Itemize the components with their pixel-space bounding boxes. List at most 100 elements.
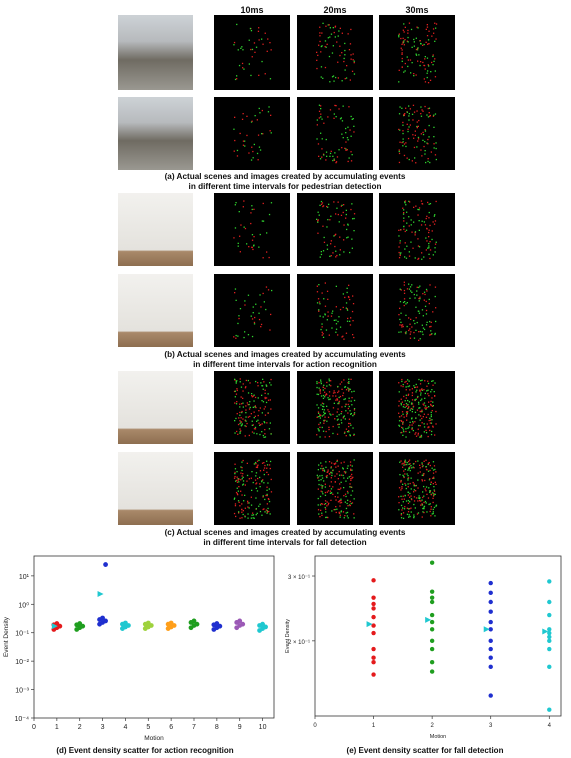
event-image-fall-2-30ms [379,452,455,525]
data-point [547,627,552,632]
data-point [100,615,105,621]
data-point [547,630,552,636]
caption-c-line1: (c) Actual scenes and images created by … [164,528,406,537]
data-point [371,672,376,677]
data-point [371,614,376,620]
scatter-chart-fall-detection: 0 1 2 3 4 3 × 10⁻¹ 2 × 10⁻¹ Motion Event Density [285,555,562,740]
data-point [145,620,151,626]
x-tick-label: 0 [313,723,317,729]
y-axis-label: Event Density [3,616,10,657]
data-point [371,630,376,636]
data-point [429,612,435,618]
y-tick-label: 10⁻⁴ [15,716,30,723]
caption-a-line1: (a) Actual scenes and images created by … [164,172,406,181]
x-axis-label: Motion [430,734,447,740]
data-point [429,638,435,644]
data-point [488,664,493,670]
data-point [371,646,376,652]
data-point [371,655,376,660]
data-point [547,638,552,644]
mean-marker [97,591,104,598]
x-tick-label: 9 [238,724,242,731]
caption-c: (c) Actual scenes and images created by … [100,528,470,548]
data-point [488,655,493,660]
data-point [488,638,493,644]
x-tick-label: 1 [55,724,59,731]
data-point [429,599,435,605]
y-tick-label: 10⁻¹ [15,631,29,638]
data-point [371,659,376,665]
event-image-pedestrian-2-10ms [214,97,290,170]
data-point [488,590,493,596]
x-tick-label: 6 [169,724,173,731]
column-header-30ms: 30ms [405,5,429,15]
y-tick-label: 3 × 10⁻¹ [288,575,310,581]
data-point [488,646,493,652]
x-tick-label: 1 [372,723,376,729]
x-axis-label: Motion [144,735,164,742]
x-tick-label: 5 [146,724,150,731]
data-point [237,618,243,624]
column-header-20ms: 20ms [323,5,347,15]
x-tick-label: 0 [32,724,36,731]
caption-c-line2: in different time intervals for fall det… [203,538,367,547]
event-image-fall-2-20ms [297,452,373,525]
data-point [214,621,220,626]
data-point [488,693,493,698]
caption-b-line1: (b) Actual scenes and images created by … [164,350,406,359]
data-point [260,621,265,627]
data-point [429,589,435,594]
y-tick-label: 10¹ [19,574,30,581]
event-image-action-2-30ms [379,274,455,347]
event-image-action-2-10ms [214,274,290,347]
caption-d: (d) Event density scatter for action rec… [56,746,234,755]
x-tick-label: 3 [101,724,105,731]
y-tick-label: 10⁰ [18,601,29,609]
data-point [547,664,552,670]
data-point [103,562,108,567]
data-point [371,606,376,611]
caption-b: (b) Actual scenes and images created by … [100,350,470,370]
event-image-pedestrian-1-30ms [379,15,455,90]
x-tick-label: 10 [259,724,267,731]
caption-a-line2: in different time intervals for pedestri… [188,182,382,191]
scene-photo-action-2 [118,274,193,347]
data-point [547,707,552,712]
data-point [429,646,435,652]
event-image-pedestrian-1-20ms [297,15,373,90]
data-point [547,579,552,584]
x-tick-label: 7 [192,724,196,731]
event-image-action-1-30ms [379,193,455,266]
x-tick-label: 2 [78,724,82,731]
y-tick-label: 10⁻² [15,659,29,666]
data-point [103,618,108,624]
y-tick-label: 10⁻³ [15,688,29,695]
mean-marker [483,626,490,633]
event-image-pedestrian-2-30ms [379,97,455,170]
data-point [488,580,493,586]
data-point [194,621,200,627]
event-image-fall-2-10ms [214,452,290,525]
data-point [54,621,60,626]
caption-a: (a) Actual scenes and images created by … [100,172,470,192]
data-point [488,599,493,605]
scene-photo-action-1 [118,193,193,266]
data-point [429,669,435,674]
event-image-pedestrian-1-10ms [214,15,290,90]
data-point [429,595,435,600]
data-point [547,612,552,618]
x-tick-label: 3 [489,723,493,729]
data-point [77,621,83,626]
x-tick-label: 4 [123,724,127,731]
data-point [429,659,435,665]
data-point [429,560,435,565]
mean-marker [425,616,432,623]
y-axis-label: Event Density [285,619,291,653]
mean-marker [366,621,373,628]
data-point [429,619,435,625]
event-image-action-1-20ms [297,193,373,266]
data-point [547,646,552,652]
data-point [240,621,246,627]
data-point [191,618,197,624]
x-tick-label: 2 [430,723,434,729]
